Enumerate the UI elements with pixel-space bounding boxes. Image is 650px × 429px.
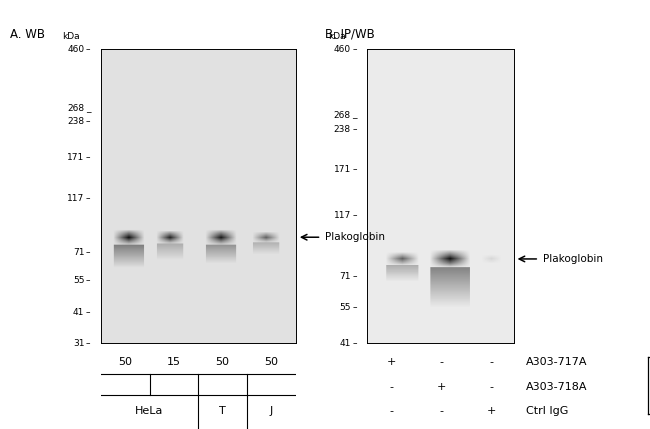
Text: 71: 71 (73, 248, 84, 257)
Text: B. IP/WB: B. IP/WB (325, 28, 375, 41)
Text: -: - (439, 357, 443, 367)
Text: HeLa: HeLa (135, 406, 164, 416)
Text: –: – (86, 194, 90, 203)
Text: 41: 41 (339, 339, 351, 347)
Text: +: + (437, 382, 447, 392)
Text: 50: 50 (265, 357, 278, 367)
Text: -: - (390, 382, 394, 392)
Text: –: – (352, 339, 357, 347)
Text: +: + (487, 406, 496, 416)
Text: 117: 117 (67, 194, 85, 203)
Text: –: – (86, 117, 90, 126)
Text: 268: 268 (333, 111, 351, 120)
Text: Ctrl IgG: Ctrl IgG (526, 406, 568, 416)
Text: 238: 238 (333, 125, 351, 134)
Text: A. WB: A. WB (10, 28, 45, 41)
Text: –: – (352, 45, 357, 54)
Text: 50: 50 (118, 357, 132, 367)
Text: –: – (86, 276, 90, 285)
Text: 171: 171 (67, 153, 85, 162)
Text: –: – (86, 45, 90, 54)
Text: –: – (86, 339, 90, 347)
Text: _: _ (352, 111, 357, 120)
Text: –: – (352, 125, 357, 134)
Text: Plakoglobin: Plakoglobin (543, 254, 603, 264)
Text: 71: 71 (339, 272, 351, 281)
Text: –: – (352, 211, 357, 220)
Text: 41: 41 (73, 308, 84, 317)
Text: T: T (219, 406, 226, 416)
Text: -: - (439, 406, 443, 416)
Text: -: - (390, 406, 394, 416)
Text: –: – (352, 165, 357, 174)
Text: A303-718A: A303-718A (526, 382, 588, 392)
Text: 117: 117 (333, 211, 351, 220)
Text: 31: 31 (73, 339, 84, 347)
Text: 238: 238 (67, 117, 85, 126)
Text: -: - (489, 357, 493, 367)
Text: 171: 171 (333, 165, 351, 174)
Text: 55: 55 (339, 303, 351, 312)
Text: +: + (387, 357, 396, 367)
Text: Plakoglobin: Plakoglobin (325, 232, 385, 242)
Text: –: – (352, 303, 357, 312)
Text: –: – (86, 308, 90, 317)
Text: J: J (270, 406, 273, 416)
Text: –: – (86, 153, 90, 162)
Text: 268: 268 (67, 104, 85, 113)
Text: 50: 50 (216, 357, 229, 367)
Text: 55: 55 (73, 276, 84, 285)
Text: -: - (489, 382, 493, 392)
Text: 15: 15 (167, 357, 181, 367)
Text: kDa: kDa (62, 31, 80, 40)
Text: _: _ (86, 104, 90, 113)
Text: –: – (86, 248, 90, 257)
Text: 460: 460 (67, 45, 85, 54)
Text: A303-717A: A303-717A (526, 357, 588, 367)
Text: kDa: kDa (328, 31, 346, 40)
Text: –: – (352, 272, 357, 281)
Text: 460: 460 (333, 45, 351, 54)
